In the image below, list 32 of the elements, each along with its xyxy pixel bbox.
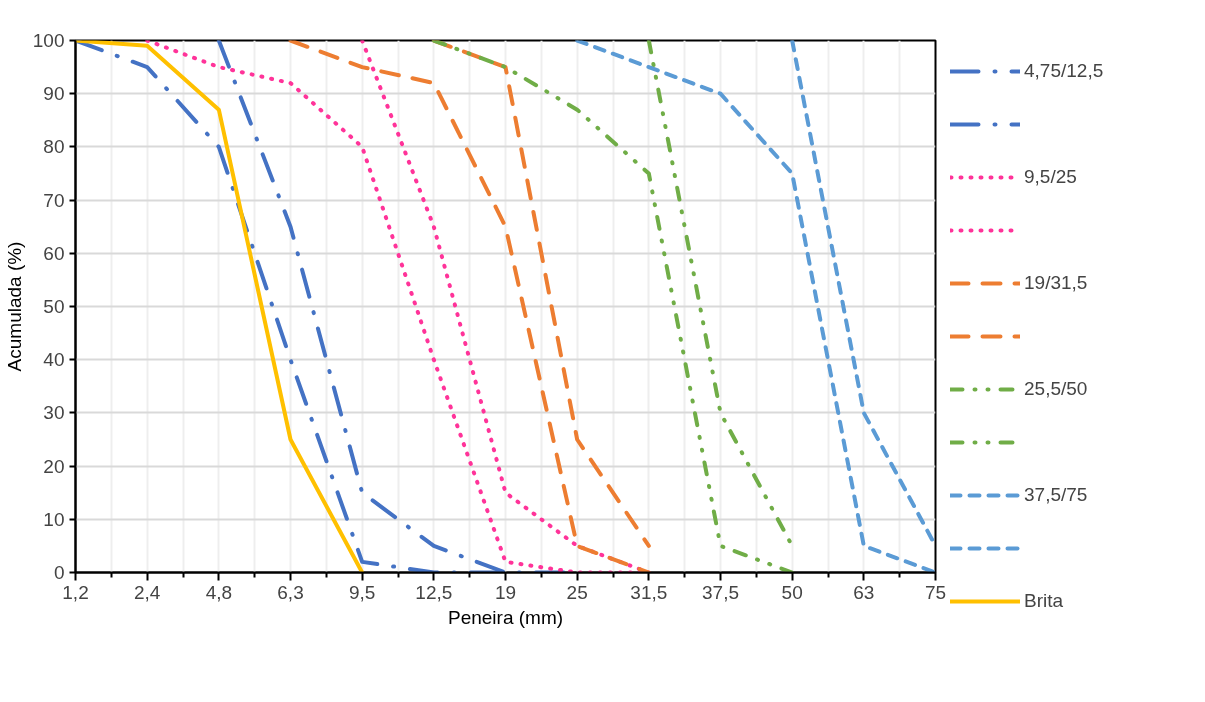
y-tick-label: 0 (53, 562, 65, 583)
x-tick-label: 4,8 (205, 581, 233, 603)
x-tick-label: 12,5 (415, 581, 453, 603)
legend-label: Brita (1024, 590, 1064, 612)
x-tick-label: 50 (781, 581, 803, 603)
legend-label: 4,75/12,5 (1024, 60, 1104, 82)
x-tick-label: 2,4 (133, 581, 161, 603)
x-tick-label: 63 (853, 581, 875, 603)
legend-label: 25,5/50 (1024, 378, 1088, 400)
x-tick-label: 1,2 (62, 581, 89, 603)
y-tick-label: 20 (43, 455, 65, 477)
x-tick-label: 9,5 (348, 581, 376, 603)
x-axis-title: Peneira (mm) (447, 606, 564, 628)
x-tick-label: 37,5 (702, 581, 739, 603)
y-tick-label: 10 (43, 508, 65, 530)
y-axis-title: Acumulada (%) (3, 241, 25, 372)
x-tick-label: 31,5 (630, 581, 668, 603)
y-tick-label: 30 (43, 402, 65, 424)
x-tick-label: 6,3 (277, 581, 304, 603)
y-tick-label: 90 (43, 83, 65, 105)
y-tick-label: 100 (32, 30, 65, 51)
x-tick-label: 25 (566, 581, 588, 603)
legend-label: 37,5/75 (1024, 484, 1088, 506)
x-tick-label: 75 (924, 581, 947, 603)
legend-label: 9,5/25 (1024, 166, 1077, 188)
legend-label: 19/31,5 (1024, 272, 1088, 294)
y-tick-label: 60 (43, 242, 65, 264)
x-tick-label: 19 (494, 581, 517, 603)
y-tick-label: 70 (43, 189, 65, 211)
y-tick-label: 50 (43, 296, 65, 317)
y-tick-label: 40 (43, 349, 65, 371)
y-tick-label: 80 (43, 136, 65, 158)
